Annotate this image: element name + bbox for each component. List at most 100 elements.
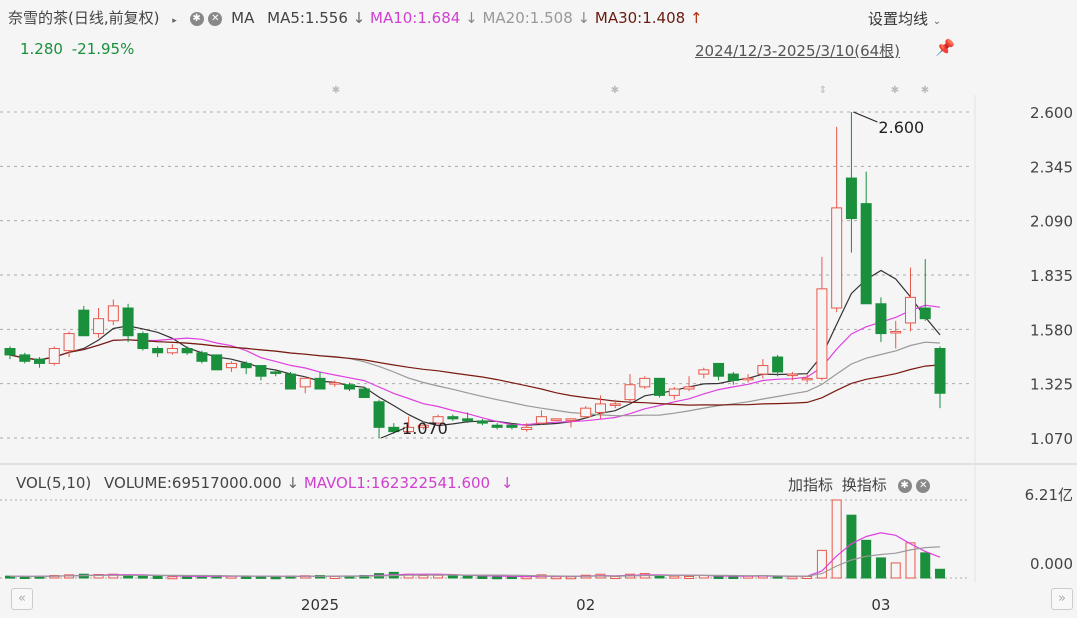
ma-settings-button[interactable]: 设置均线 ⌄ bbox=[868, 8, 941, 29]
switch-indicator-button[interactable]: 换指标 bbox=[841, 476, 887, 494]
candle-body bbox=[535, 416, 547, 424]
candle-body bbox=[373, 401, 385, 428]
change-percent: -21.95% bbox=[71, 40, 135, 58]
candle-body bbox=[388, 426, 400, 433]
gear-icon[interactable]: ✱ bbox=[897, 478, 912, 493]
candle-body bbox=[506, 424, 518, 428]
annotation-arrow bbox=[380, 427, 406, 439]
volume-bar bbox=[477, 575, 488, 579]
ma10-value: MA10:1.684 bbox=[370, 9, 461, 27]
candle-body bbox=[107, 305, 119, 322]
ma30-arrow-icon: ↑ bbox=[689, 9, 703, 27]
volume-bar bbox=[551, 576, 562, 580]
volume-tick-label: 0.000 bbox=[1030, 555, 1073, 573]
candle-body bbox=[166, 348, 178, 354]
scroll-left-button[interactable]: « bbox=[11, 588, 33, 610]
candle-body bbox=[742, 377, 754, 381]
candle-body bbox=[890, 330, 902, 334]
candle-body bbox=[491, 424, 503, 428]
volume-header: VOL(5,10) VOLUME:69517000.000 ↓ MAVOL1:1… bbox=[16, 474, 513, 492]
candle-body bbox=[476, 420, 488, 424]
candle-body bbox=[63, 333, 75, 352]
event-marker-icon: ✱ bbox=[611, 85, 619, 96]
volume-bar bbox=[861, 539, 872, 579]
event-marker-icon: ✱ bbox=[921, 85, 929, 96]
volume-bar bbox=[492, 576, 503, 580]
scroll-right-button[interactable]: » bbox=[1051, 588, 1073, 610]
volume-bar bbox=[669, 575, 680, 579]
candle-body bbox=[19, 354, 31, 362]
volume-bar bbox=[787, 576, 798, 580]
ma30-line bbox=[9, 339, 941, 406]
volume-bar bbox=[816, 549, 827, 579]
volume-tools: 加指标 换指标 ✱ ✕ bbox=[788, 474, 931, 495]
candle-body bbox=[255, 365, 267, 377]
volume-bar bbox=[462, 575, 473, 579]
volume-bar bbox=[935, 568, 945, 579]
candle-body bbox=[196, 352, 208, 362]
volume-bar bbox=[684, 575, 695, 579]
candle-body bbox=[4, 348, 16, 356]
candle-body bbox=[934, 348, 946, 394]
low-price-annotation: 1.070 bbox=[402, 419, 448, 438]
candle-body bbox=[609, 403, 621, 406]
candle-body bbox=[225, 362, 237, 369]
add-indicator-button[interactable]: 加指标 bbox=[788, 476, 834, 494]
candle-body bbox=[683, 386, 695, 390]
last-price: 1.280 bbox=[20, 40, 63, 58]
candle-body bbox=[816, 288, 828, 379]
event-marker-icon: ✱ bbox=[332, 85, 340, 96]
chart-header: 奈雪的茶(日线,前复权) ▸ ✱ ✕ MA MA5:1.556 ↓ MA10:1… bbox=[8, 7, 703, 28]
volume-bar bbox=[418, 574, 429, 579]
candle-body bbox=[122, 307, 134, 337]
volume-arrow-icon: ↓ bbox=[286, 474, 300, 492]
candle-body bbox=[240, 362, 252, 369]
pin-icon[interactable]: 📌 bbox=[935, 38, 955, 57]
candle-body bbox=[727, 373, 739, 381]
stock-title[interactable]: 奈雪的茶(日线,前复权) bbox=[8, 9, 160, 27]
candle-body bbox=[181, 348, 193, 354]
volume-bar bbox=[890, 562, 901, 579]
chevron-down-icon: ⌄ bbox=[932, 16, 942, 27]
date-tick-label: 2025 bbox=[301, 596, 339, 614]
candle-body bbox=[270, 371, 282, 374]
gear-icon[interactable]: ✱ bbox=[189, 11, 204, 26]
candle-body bbox=[713, 362, 725, 377]
mavol10-line bbox=[9, 546, 941, 577]
volume-bar bbox=[447, 574, 458, 579]
mavol-arrow-icon: ↓ bbox=[500, 474, 514, 492]
candle-body bbox=[831, 207, 843, 309]
annotation-arrow bbox=[853, 111, 878, 123]
candle-body bbox=[668, 388, 680, 396]
volume-bar bbox=[433, 574, 444, 579]
volume-bar bbox=[167, 576, 178, 580]
candle-body bbox=[875, 303, 887, 335]
price-tick-label: 1.325 bbox=[1030, 376, 1073, 394]
date-range[interactable]: 2024/12/3-2025/3/10(64根) bbox=[695, 42, 901, 60]
price-change: 1.280 -21.95% bbox=[20, 40, 134, 58]
ma5-value: MA5:1.556 bbox=[267, 9, 348, 27]
ma5-line bbox=[9, 269, 941, 427]
candle-body bbox=[654, 377, 666, 396]
ma30-value: MA30:1.408 bbox=[594, 9, 686, 27]
volume-bar bbox=[93, 573, 104, 579]
event-marker-icon: ✱ bbox=[891, 85, 899, 96]
close-icon[interactable]: ✕ bbox=[208, 11, 223, 26]
candle-body bbox=[801, 377, 813, 381]
candle-body bbox=[447, 416, 459, 420]
candle-body bbox=[639, 377, 651, 388]
volume-bar bbox=[270, 576, 281, 580]
candle-body bbox=[521, 426, 533, 430]
price-tick-label: 2.090 bbox=[1030, 213, 1073, 231]
candle-body bbox=[624, 384, 636, 401]
candle-body bbox=[772, 356, 784, 373]
ma20-value: MA20:1.508 bbox=[482, 9, 573, 27]
ma10-line bbox=[9, 304, 941, 426]
candle-body bbox=[594, 403, 606, 413]
candle-body bbox=[284, 373, 296, 390]
volume-bar bbox=[920, 552, 931, 579]
close-icon[interactable]: ✕ bbox=[916, 478, 931, 493]
candle-body bbox=[919, 307, 931, 320]
expand-arrow-icon[interactable]: ▸ bbox=[172, 16, 177, 26]
